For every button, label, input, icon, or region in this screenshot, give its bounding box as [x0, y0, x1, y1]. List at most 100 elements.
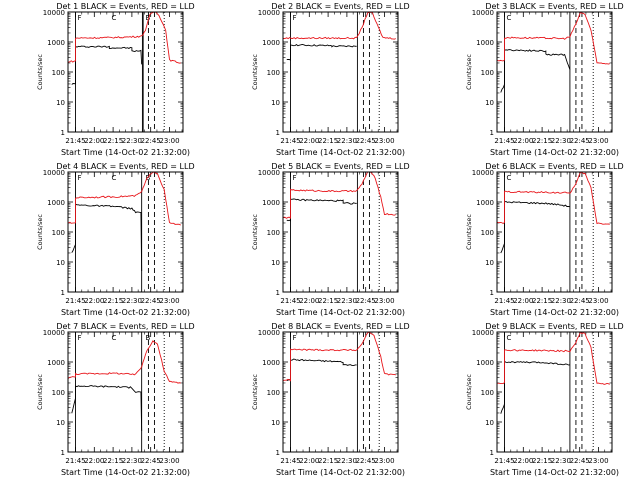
- x-tick-label: 22:45: [570, 457, 590, 465]
- x-tick-label: 22:15: [103, 137, 123, 145]
- panel-title: Det 1 BLACK = Events, RED = LLD: [56, 2, 194, 11]
- series-line-lld: [497, 172, 610, 225]
- attenuator-mark: F: [293, 334, 297, 342]
- x-tick-label: 22:30: [122, 457, 142, 465]
- y-tick-label: 100: [481, 229, 494, 237]
- x-tick-label: 23:00: [159, 457, 179, 465]
- y-tick-label: 1000: [476, 39, 494, 47]
- panel-det-7: Det 7 BLACK = Events, RED = LLD Counts/se…: [36, 322, 195, 477]
- x-tick-label: 22:00: [84, 137, 104, 145]
- series-line-events: [286, 358, 357, 382]
- x-tick-label: 22:00: [513, 457, 533, 465]
- x-axis-label: Start Time (14-Oct-02 21:32:00): [61, 148, 190, 157]
- y-axis-label: Counts/sec: [251, 214, 259, 250]
- y-tick-label: 1: [61, 289, 65, 297]
- plot-frame: [282, 171, 399, 293]
- x-tick-label: 22:15: [103, 297, 123, 305]
- x-axis-label: Start Time (14-Oct-02 21:32:00): [490, 468, 619, 477]
- x-tick-label: 22:30: [551, 297, 571, 305]
- x-tick-label: 22:30: [122, 137, 142, 145]
- x-axis-label: Start Time (14-Oct-02 21:32:00): [490, 308, 619, 317]
- panel-det-1: Det 1 BLACK = Events, RED = LLD Counts/se…: [36, 2, 195, 157]
- y-tick-label: 10: [56, 99, 65, 107]
- series-line-lld: [283, 12, 396, 40]
- x-tick-label: 21:45: [494, 457, 514, 465]
- y-tick-label: 10: [56, 259, 65, 267]
- panel-title: Det 4 BLACK = Events, RED = LLD: [56, 162, 194, 171]
- panel-det-6: Det 6 BLACK = Events, RED = LLD Counts/se…: [465, 162, 624, 317]
- x-tick-label: 21:45: [65, 137, 85, 145]
- y-tick-label: 1000: [262, 39, 280, 47]
- y-axis-label: Counts/sec: [465, 214, 473, 250]
- plot-frame: [67, 11, 184, 133]
- series-line-lld: [68, 340, 181, 384]
- series-line-events: [500, 360, 570, 414]
- y-axis-label: Counts/sec: [36, 54, 44, 90]
- x-tick-label: 22:30: [122, 297, 142, 305]
- x-tick-label: 21:45: [280, 457, 300, 465]
- x-tick-label: 22:00: [299, 137, 319, 145]
- y-tick-label: 10000: [472, 9, 494, 17]
- y-tick-label: 10000: [43, 329, 65, 337]
- attenuator-mark: B: [146, 14, 151, 22]
- attenuator-mark: C: [507, 174, 512, 182]
- x-tick-label: 22:45: [570, 297, 590, 305]
- y-axis-label: Counts/sec: [465, 374, 473, 410]
- x-tick-label: 22:15: [532, 137, 552, 145]
- x-tick-label: 22:45: [141, 297, 161, 305]
- y-tick-label: 1: [61, 449, 65, 457]
- plot-frame: [67, 171, 184, 293]
- y-tick-label: 1: [490, 289, 494, 297]
- x-axis-label: Start Time (14-Oct-02 21:32:00): [276, 468, 405, 477]
- panel-title: Det 6 BLACK = Events, RED = LLD: [485, 162, 623, 171]
- y-tick-label: 10: [56, 419, 65, 427]
- x-tick-label: 22:00: [513, 297, 533, 305]
- x-tick-label: 22:15: [103, 457, 123, 465]
- x-tick-label: 23:00: [374, 457, 394, 465]
- series-line-lld: [497, 12, 610, 65]
- x-tick-label: 23:00: [374, 297, 394, 305]
- y-tick-label: 1000: [476, 359, 494, 367]
- x-tick-label: 22:45: [141, 137, 161, 145]
- plot-frame: [282, 331, 399, 453]
- panel-det-4: Det 4 BLACK = Events, RED = LLD Counts/se…: [36, 162, 195, 317]
- y-tick-label: 100: [481, 69, 494, 77]
- attenuator-mark: F: [78, 334, 82, 342]
- plot-frame: [496, 171, 613, 293]
- y-tick-label: 1: [490, 449, 494, 457]
- x-tick-label: 21:45: [494, 297, 514, 305]
- y-axis-label: Counts/sec: [36, 374, 44, 410]
- x-tick-label: 22:15: [318, 457, 338, 465]
- panel-title: Det 7 BLACK = Events, RED = LLD: [56, 322, 194, 331]
- y-axis-label: Counts/sec: [465, 54, 473, 90]
- x-tick-label: 22:45: [356, 457, 376, 465]
- attenuator-mark: F: [293, 174, 297, 182]
- y-tick-label: 100: [267, 389, 280, 397]
- y-tick-label: 1000: [47, 359, 65, 367]
- x-tick-label: 22:15: [532, 297, 552, 305]
- series-line-events: [71, 385, 143, 432]
- y-tick-label: 1000: [476, 199, 494, 207]
- y-tick-label: 10000: [43, 9, 65, 17]
- series-line-lld: [68, 12, 181, 64]
- y-tick-label: 1: [490, 129, 494, 137]
- x-tick-label: 22:30: [337, 137, 357, 145]
- plot-frame: [282, 11, 399, 133]
- y-tick-label: 10000: [43, 169, 65, 177]
- x-tick-label: 23:00: [588, 297, 608, 305]
- panel-title: Det 9 BLACK = Events, RED = LLD: [485, 322, 623, 331]
- panel-det-3: Det 3 BLACK = Events, RED = LLD Counts/se…: [465, 2, 624, 157]
- y-tick-label: 1: [276, 129, 280, 137]
- x-tick-label: 23:00: [588, 457, 608, 465]
- y-tick-label: 1000: [47, 39, 65, 47]
- x-tick-label: 21:45: [280, 137, 300, 145]
- x-tick-label: 22:15: [318, 297, 338, 305]
- attenuator-mark: B: [146, 334, 151, 342]
- attenuator-mark: B: [146, 174, 151, 182]
- y-axis-label: Counts/sec: [251, 54, 259, 90]
- panel-title: Det 2 BLACK = Events, RED = LLD: [271, 2, 409, 11]
- series-line-events: [71, 45, 143, 85]
- panel-title: Det 8 BLACK = Events, RED = LLD: [271, 322, 409, 331]
